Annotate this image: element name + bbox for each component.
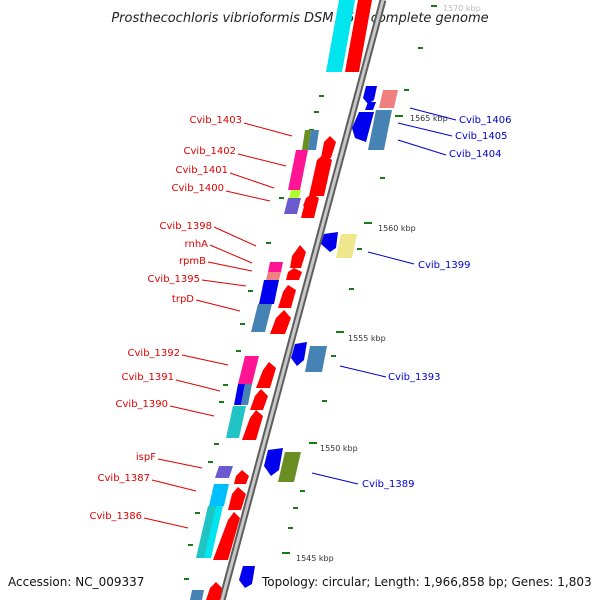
gene-red-1402 xyxy=(309,154,332,196)
gene-label-cvib-1395[interactable]: Cvib_1395 xyxy=(148,274,200,285)
topology-text: Topology: circular; Length: 1,966,858 bp… xyxy=(261,575,592,589)
kbp-label-1555: 1555 kbp xyxy=(348,334,386,343)
gene-label-cvib-1393[interactable]: Cvib_1393 xyxy=(388,372,440,383)
gene-steel-1391 xyxy=(241,384,252,405)
gene-label-cvib-1399[interactable]: Cvib_1399 xyxy=(418,260,470,271)
gene-label-cvib-1392[interactable]: Cvib_1392 xyxy=(128,348,180,359)
gene-label-cvib-1404[interactable]: Cvib_1404 xyxy=(449,149,501,160)
gene-salmon-rpmB xyxy=(266,272,281,280)
gene-olive-1389 xyxy=(278,452,301,482)
gene-blue-1405a xyxy=(365,102,376,110)
gene-blue-1391 xyxy=(234,384,245,405)
gene-blue-1405 xyxy=(352,112,374,142)
gene-steel-bottom xyxy=(190,590,204,600)
gene-blue-1403 xyxy=(308,130,319,150)
gene-steel-trpD xyxy=(251,304,272,332)
gene-blue-1395 xyxy=(259,280,279,304)
gene-red-ispF xyxy=(234,470,249,484)
outer-ticks xyxy=(282,5,437,554)
left-pointer-lines xyxy=(143,122,293,529)
gene-label-cvib-1405[interactable]: Cvib_1405 xyxy=(455,131,507,142)
map-title: Prosthecochloris vibrioformis DSM 265, c… xyxy=(111,11,488,26)
gene-red-1386 xyxy=(213,512,240,560)
gene-red-1403 xyxy=(321,136,336,158)
kbp-label-1550: 1550 kbp xyxy=(320,444,358,453)
accession-text: Accession: NC_009337 xyxy=(8,575,144,589)
genes-right xyxy=(239,86,398,588)
gene-label-trpD[interactable]: trpD xyxy=(172,294,194,305)
gene-purple-1400 xyxy=(284,198,301,214)
gene-red-top xyxy=(345,0,372,72)
gene-magenta-1402 xyxy=(288,150,308,190)
kbp-label-1570: 1570 kbp xyxy=(443,4,481,13)
gene-label-cvib-1387[interactable]: Cvib_1387 xyxy=(98,473,150,484)
gene-label-cvib-1386[interactable]: Cvib_1386 xyxy=(90,511,142,522)
gene-purple-ispF xyxy=(215,466,233,478)
gene-cyan-1390 xyxy=(226,406,246,438)
gene-red-trpD xyxy=(270,310,291,334)
gene-red-1392 xyxy=(256,362,276,388)
gene-blue-1389 xyxy=(264,448,283,476)
gene-steel-1393 xyxy=(305,346,327,372)
gene-magenta-rpmB xyxy=(268,262,283,272)
gene-blue-1393 xyxy=(291,342,307,366)
gene-cyan-top xyxy=(326,0,355,72)
kbp-label-1560: 1560 kbp xyxy=(378,224,416,233)
gene-label-cvib-1401[interactable]: Cvib_1401 xyxy=(176,165,228,176)
gene-magenta-1392 xyxy=(238,356,259,384)
gene-label-cvib-1391[interactable]: Cvib_1391 xyxy=(122,372,174,383)
genes-left xyxy=(190,0,372,600)
gene-yellowgreen-1401 xyxy=(289,190,301,198)
kbp-label-1565: 1565 kbp xyxy=(410,114,448,123)
gene-label-cvib-1402[interactable]: Cvib_1402 xyxy=(184,146,236,157)
gene-label-cvib-1389[interactable]: Cvib_1389 xyxy=(362,479,414,490)
kbp-label-1545: 1545 kbp xyxy=(296,554,334,563)
gene-khaki-1399 xyxy=(336,234,357,258)
gene-label-rpmB[interactable]: rpmB xyxy=(179,256,206,267)
gene-label-cvib-1390[interactable]: Cvib_1390 xyxy=(116,399,168,410)
gene-salmon-1406 xyxy=(379,90,398,108)
gene-blue-bottom xyxy=(239,566,255,588)
gene-cyan-1386b xyxy=(204,506,223,558)
gene-red-rnhA xyxy=(290,245,306,268)
gene-red-1395 xyxy=(278,285,296,308)
gene-red-1400b xyxy=(301,206,317,218)
gene-skyblue-1387 xyxy=(209,484,229,506)
gene-red-1391 xyxy=(250,389,268,410)
gene-red-rpmB xyxy=(286,268,302,280)
gene-steel-1404 xyxy=(368,110,392,150)
gene-red-1400a xyxy=(303,194,319,206)
right-pointer-lines xyxy=(311,107,457,485)
gene-label-cvib-1400[interactable]: Cvib_1400 xyxy=(172,183,224,194)
gene-label-cvib-1398[interactable]: Cvib_1398 xyxy=(160,221,212,232)
gene-red-bottom xyxy=(206,582,222,600)
gene-blue-1406 xyxy=(363,86,377,104)
gene-label-cvib-1406[interactable]: Cvib_1406 xyxy=(459,115,511,126)
gene-blue-1399 xyxy=(321,232,338,252)
gene-label-ispF[interactable]: ispF xyxy=(136,452,156,463)
gene-red-1387 xyxy=(228,487,246,510)
gene-label-rnhA[interactable]: rnhA xyxy=(185,239,209,250)
gene-red-1390 xyxy=(242,410,263,440)
genome-backbone xyxy=(218,0,387,600)
gene-label-cvib-1403[interactable]: Cvib_1403 xyxy=(190,115,242,126)
